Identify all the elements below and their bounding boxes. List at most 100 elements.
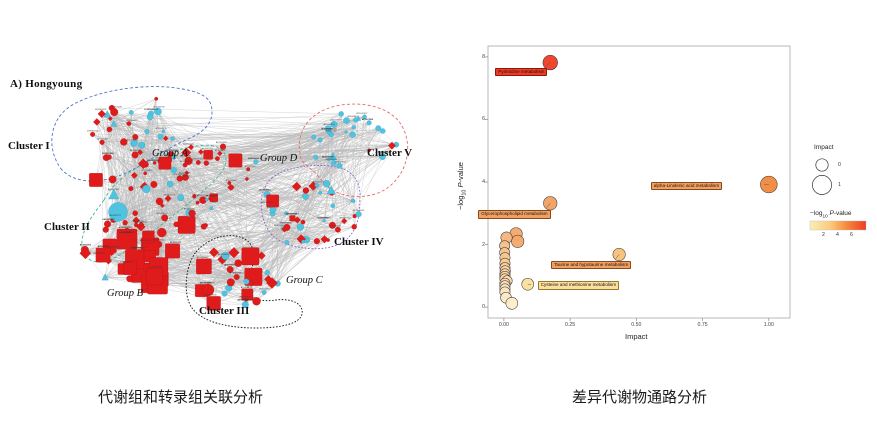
- network-node: [328, 151, 338, 161]
- network-node: [221, 252, 230, 260]
- cluster-label-iii: Cluster III: [199, 305, 250, 317]
- network-node-label: AT4G47817: [279, 222, 291, 225]
- network-panel-title: A) Hongyoung: [10, 78, 83, 90]
- point-label: alpha-Linolenic acid metabolism: [650, 181, 723, 191]
- network-node: [157, 133, 164, 140]
- network-node-label: AT2G73990: [322, 155, 334, 158]
- network-node-label: AT4G28617: [347, 115, 359, 118]
- network-node-label: AT3G69098: [98, 245, 110, 248]
- group-label-c: Group C: [286, 275, 323, 286]
- cluster-label-iv: Cluster IV: [334, 236, 384, 248]
- network-node-label: AT4G56074: [326, 158, 338, 161]
- network-node-label: AT2G32295: [133, 220, 145, 223]
- network-node: [301, 239, 306, 244]
- caption-right: 差异代谢物通路分析: [572, 388, 708, 406]
- network-node-label: AT2G26899: [248, 157, 260, 160]
- network-node: [219, 143, 227, 150]
- legend-size-circle: [815, 158, 829, 172]
- network-node-label: AT4G61960: [325, 130, 337, 133]
- network-node: [336, 162, 343, 169]
- network-node: [233, 274, 240, 280]
- network-node-label: AT3G21802: [168, 149, 180, 152]
- network-node-label: AT2G73557: [179, 172, 191, 175]
- network-node-label: AT2G54352: [216, 141, 228, 144]
- network-node: [343, 117, 350, 124]
- network-node-label: AT1G86902: [180, 160, 192, 163]
- network-node-label: AT5G10905: [321, 217, 333, 220]
- network-node-label: AT1G19055: [98, 245, 110, 248]
- network-node: [243, 278, 250, 285]
- network-node-label: AT4G42162: [183, 142, 195, 145]
- network-node-label: AT5G79018: [121, 231, 133, 234]
- cluster-label-v: Cluster V: [367, 147, 413, 159]
- xtick-label: 0.75: [697, 322, 708, 328]
- network-node-label: AT3G65637: [215, 149, 227, 152]
- network-node: [155, 197, 164, 206]
- network-node: [203, 150, 213, 160]
- network-node: [171, 154, 177, 160]
- cluster-iv-outline: [260, 165, 361, 250]
- legend-colorbar: [809, 220, 867, 231]
- group-label-b: Group B: [107, 288, 144, 299]
- legend-color-tick: 2: [822, 232, 825, 238]
- network-node: [90, 131, 96, 137]
- network-node: [176, 175, 183, 182]
- network-node: [201, 283, 215, 297]
- network-node-label: AT4G47947: [239, 296, 251, 299]
- network-node: [126, 121, 132, 126]
- network-node: [335, 226, 341, 233]
- network-node: [244, 176, 250, 182]
- network-node-label: AT3G71683: [321, 127, 333, 130]
- network-node: [164, 195, 172, 202]
- network-node-label: AT1G53050: [149, 159, 161, 162]
- network-node: [205, 197, 209, 202]
- network-node: [284, 211, 288, 216]
- pathway-impact-scatter: [485, 45, 867, 321]
- network-node: [351, 224, 357, 230]
- network-node: [362, 114, 367, 120]
- network-node: [367, 148, 371, 152]
- network-node: [123, 261, 137, 275]
- network-node-label: AT2G77637: [124, 231, 136, 234]
- network-figure-panel: A) Hongyoung AT4G68393 AT4G24959 AT5G25480…: [0, 0, 440, 370]
- network-node: [326, 238, 330, 242]
- label-leader: [615, 254, 620, 259]
- network-node: [226, 278, 235, 287]
- network-node: [228, 247, 240, 259]
- network-node: [221, 290, 228, 297]
- network-node: [195, 160, 201, 165]
- network-node: [157, 227, 167, 238]
- network-node-label: AT2G43978: [323, 155, 335, 158]
- network-node-label: AT1G28879: [147, 159, 159, 162]
- network-node-label: AT4G35939: [204, 281, 216, 284]
- network-node: [108, 116, 113, 121]
- network-node-label: AT1G32370: [317, 217, 329, 220]
- network-node-label: AT3G78470: [127, 139, 139, 142]
- network-node: [200, 223, 207, 230]
- network-node-label: AT3G32605: [192, 158, 204, 161]
- network-node-label: AT4G38576: [224, 264, 236, 267]
- network-node: [327, 157, 331, 162]
- legend-size-value: 1: [838, 182, 841, 188]
- network-node-label: AT5G73782: [104, 218, 116, 221]
- network-node-label: AT5G15603: [287, 213, 299, 216]
- network-node: [317, 137, 323, 143]
- network-node-label: AT2G39027: [250, 157, 262, 160]
- network-node: [264, 275, 273, 284]
- network-node: [355, 211, 362, 218]
- network-node: [328, 221, 336, 229]
- network-node-label: AT3G16093: [218, 253, 230, 256]
- ytick-label: 4: [482, 179, 485, 185]
- network-node-label: AT2G30841: [281, 222, 293, 225]
- network-node: [150, 180, 158, 188]
- legend-size-circle: [812, 175, 832, 195]
- point-label: Pyrimidine metabolism: [495, 67, 548, 77]
- network-node: [330, 120, 338, 128]
- network-node: [329, 132, 334, 138]
- network-node-label: AT5G50000: [318, 217, 330, 220]
- xtick-label: 0.00: [498, 322, 509, 328]
- x-axis-title: Impact: [625, 332, 648, 341]
- scatter-legend: [809, 158, 867, 231]
- cluster-v-outline: [298, 103, 409, 197]
